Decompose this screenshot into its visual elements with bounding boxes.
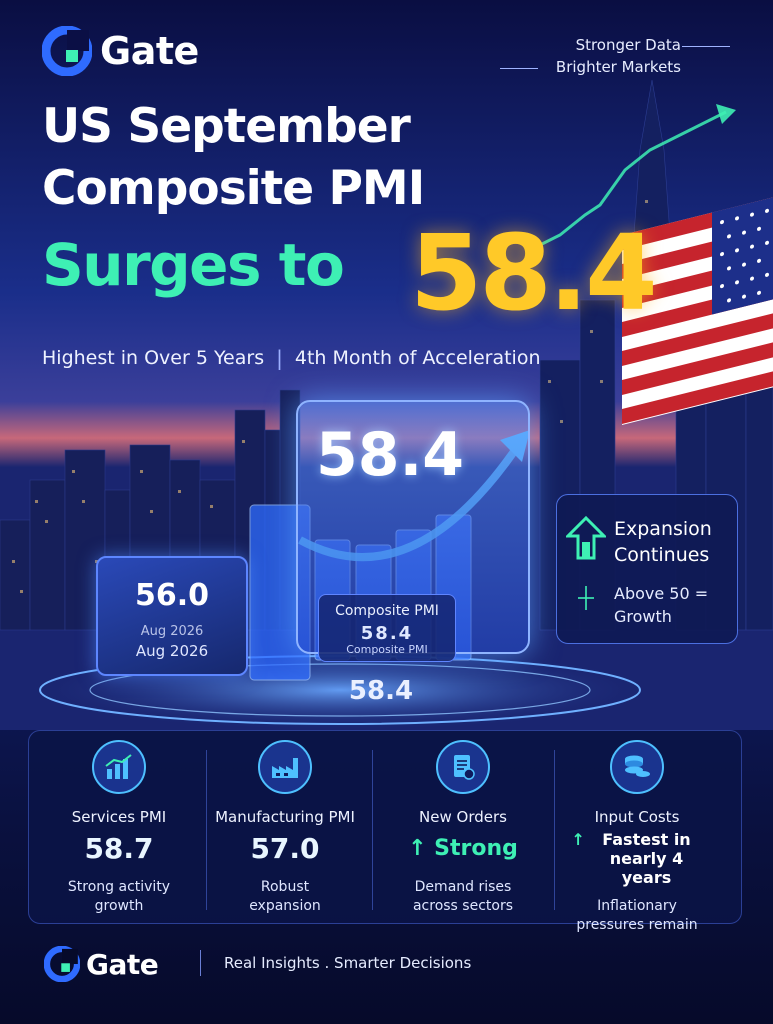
- metric-divider: [372, 750, 373, 910]
- tagline-decor-line-2: [500, 68, 538, 69]
- metric-label: Services PMI: [71, 808, 167, 826]
- headline-line-3: Surges to: [42, 231, 345, 299]
- headline-value: 58.4: [410, 212, 658, 334]
- document-icon: [436, 740, 490, 794]
- tagline-line-2: Brighter Markets: [555, 58, 681, 76]
- previous-month-card: 56.0 Aug 2026 Aug 2026: [96, 556, 248, 676]
- up-arrow-house-icon: [566, 516, 606, 560]
- metric-manufacturing-pmi: Manufacturing PMI 57.0 Robust expansion: [196, 740, 374, 916]
- platform-value: 58.4: [348, 676, 414, 706]
- factory-icon: [258, 740, 312, 794]
- gate-logo-icon: [44, 946, 80, 982]
- metric-value: ↑ Strong: [408, 836, 518, 861]
- metric-divider: [206, 750, 207, 910]
- metric-description: Demand rises across sectors: [412, 879, 514, 914]
- metric-services-pmi: Services PMI 58.7 Strong activity growth: [30, 740, 208, 916]
- metric-label: Input Costs: [594, 808, 680, 826]
- tagline-line-1: Stronger Data: [575, 36, 681, 54]
- metric-value: ↑ Fastest in nearly 4 years: [571, 830, 691, 887]
- bar-chart-icon: [92, 740, 146, 794]
- sparkle-icon: [578, 586, 594, 610]
- up-arrow-icon: ↑: [571, 830, 585, 849]
- previous-value: 56.0: [134, 578, 210, 613]
- current-value: 58.4: [315, 420, 465, 490]
- subtitle-right: 4th Month of Acceleration: [294, 347, 541, 369]
- gate-logo: Gate: [42, 26, 199, 76]
- subtitle: Highest in Over 5 Years | 4th Month of A…: [42, 346, 541, 370]
- metric-description: Strong activity growth: [67, 879, 171, 914]
- expansion-title: Expansion Continues: [614, 518, 712, 566]
- metric-description: Robust expansion: [249, 879, 321, 914]
- subtitle-separator: |: [276, 346, 283, 370]
- metric-value: 57.0: [250, 832, 320, 865]
- tagline-decor-line-1: [682, 46, 730, 47]
- metric-divider: [554, 750, 555, 910]
- tagline: Stronger Data Brighter Markets: [556, 34, 681, 78]
- composite-value-garbled: 58.4: [360, 623, 414, 644]
- footer-logo: Gate: [44, 946, 159, 982]
- footer-divider: [200, 950, 201, 976]
- metric-description: Inflationary pressures remain: [576, 898, 698, 933]
- metric-label: New Orders: [419, 808, 507, 826]
- metric-value: 58.7: [84, 832, 154, 865]
- metric-label: Manufacturing PMI: [215, 808, 355, 826]
- expansion-subtitle: Above 50 = Growth: [614, 584, 709, 626]
- up-arrow-icon: ↑: [408, 836, 427, 861]
- headline-line-2: Composite PMI: [42, 161, 425, 216]
- footer-brand-name: Gate: [86, 947, 159, 981]
- metric-new-orders: New Orders ↑ Strong Demand rises across …: [374, 740, 552, 916]
- composite-pmi-card: Composite PMI 58.4 Composite PMI: [318, 594, 456, 662]
- previous-label: Aug 2026: [135, 642, 209, 660]
- footer-slogan: Real Insights . Smarter Decisions: [224, 954, 472, 972]
- metric-input-costs: Input Costs ↑ Fastest in nearly 4 years …: [548, 740, 726, 935]
- previous-label-ghost: Aug 2026: [140, 624, 204, 639]
- coins-icon: [610, 740, 664, 794]
- subtitle-left: Highest in Over 5 Years: [42, 347, 265, 369]
- gate-logo-icon: [42, 26, 92, 76]
- composite-sublabel: Composite PMI: [346, 643, 428, 656]
- headline-line-1: US September: [42, 99, 411, 154]
- composite-label: Composite PMI: [335, 603, 439, 619]
- brand-name: Gate: [100, 29, 199, 73]
